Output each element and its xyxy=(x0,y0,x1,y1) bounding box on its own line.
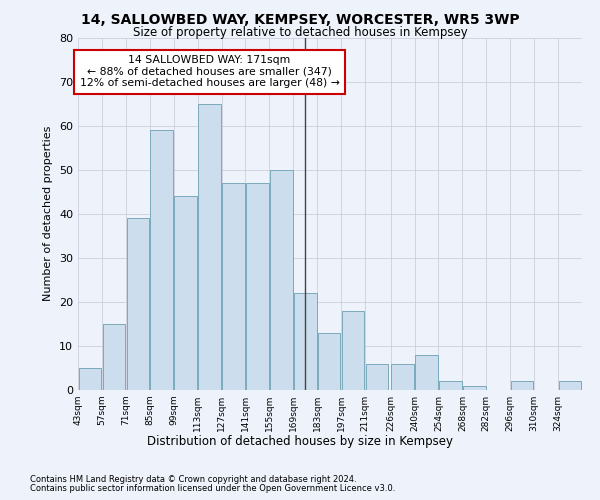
Text: Contains HM Land Registry data © Crown copyright and database right 2024.: Contains HM Land Registry data © Crown c… xyxy=(30,475,356,484)
Bar xyxy=(151,130,173,390)
Bar xyxy=(127,218,149,390)
Text: 14, SALLOWBED WAY, KEMPSEY, WORCESTER, WR5 3WP: 14, SALLOWBED WAY, KEMPSEY, WORCESTER, W… xyxy=(80,12,520,26)
Text: 14 SALLOWBED WAY: 171sqm
← 88% of detached houses are smaller (347)
12% of semi-: 14 SALLOWBED WAY: 171sqm ← 88% of detach… xyxy=(80,55,340,88)
Bar xyxy=(366,364,388,390)
Bar xyxy=(342,310,364,390)
Bar xyxy=(415,355,438,390)
Bar xyxy=(294,293,317,390)
Text: Contains public sector information licensed under the Open Government Licence v3: Contains public sector information licen… xyxy=(30,484,395,493)
Bar xyxy=(222,183,245,390)
Text: Distribution of detached houses by size in Kempsey: Distribution of detached houses by size … xyxy=(147,435,453,448)
Bar xyxy=(511,381,533,390)
Bar xyxy=(559,381,581,390)
Text: Size of property relative to detached houses in Kempsey: Size of property relative to detached ho… xyxy=(133,26,467,39)
Bar xyxy=(439,381,462,390)
Bar xyxy=(318,332,340,390)
Bar xyxy=(198,104,221,390)
Bar xyxy=(391,364,414,390)
Y-axis label: Number of detached properties: Number of detached properties xyxy=(43,126,53,302)
Bar xyxy=(463,386,485,390)
Bar xyxy=(246,183,269,390)
Bar xyxy=(270,170,293,390)
Bar xyxy=(103,324,125,390)
Bar xyxy=(79,368,101,390)
Bar xyxy=(175,196,197,390)
